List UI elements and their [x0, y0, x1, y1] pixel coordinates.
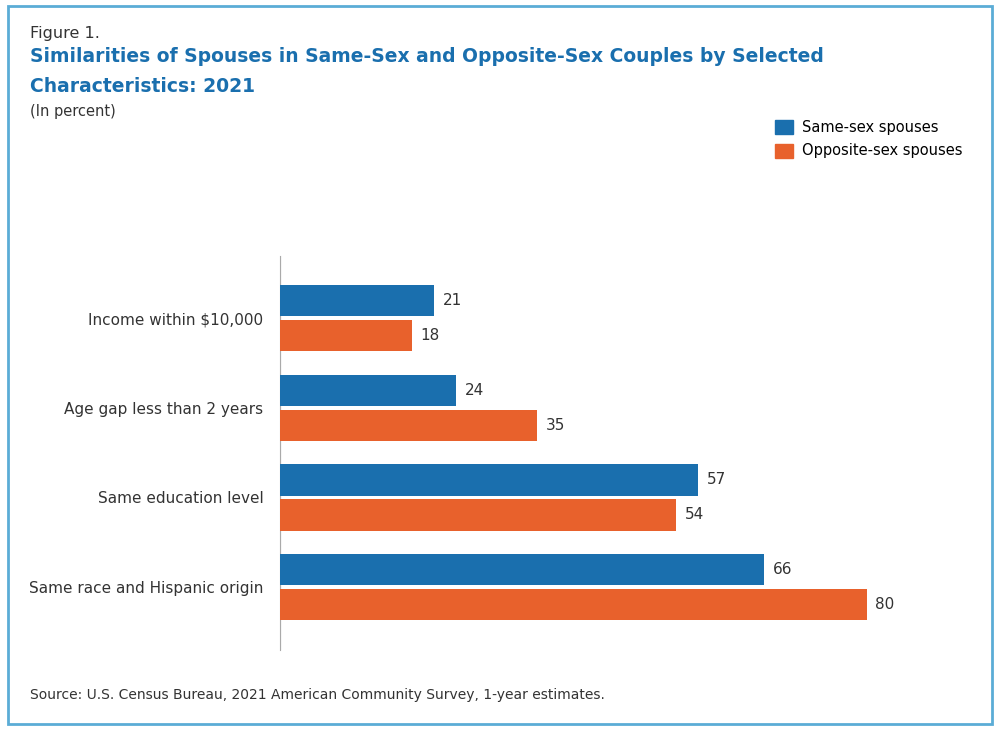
Bar [280, 554, 764, 585]
Bar [280, 410, 537, 441]
Text: 35: 35 [545, 418, 565, 433]
Bar [280, 320, 412, 351]
Text: 66: 66 [773, 562, 792, 577]
Text: 21: 21 [443, 293, 462, 308]
Text: Source: U.S. Census Bureau, 2021 American Community Survey, 1-year estimates.: Source: U.S. Census Bureau, 2021 America… [30, 688, 605, 702]
Bar [280, 285, 434, 316]
Bar [280, 374, 456, 406]
Text: 80: 80 [875, 597, 895, 612]
Bar [280, 589, 867, 620]
Text: Figure 1.: Figure 1. [30, 26, 100, 41]
Text: Characteristics: 2021: Characteristics: 2021 [30, 77, 255, 96]
Bar [280, 464, 698, 496]
Text: 57: 57 [707, 472, 726, 488]
Text: 54: 54 [685, 507, 704, 523]
Text: 24: 24 [465, 383, 484, 398]
Text: Similarities of Spouses in Same-Sex and Opposite-Sex Couples by Selected: Similarities of Spouses in Same-Sex and … [30, 47, 824, 66]
Legend: Same-sex spouses, Opposite-sex spouses: Same-sex spouses, Opposite-sex spouses [774, 120, 963, 158]
Text: (In percent): (In percent) [30, 104, 116, 119]
Text: 18: 18 [421, 328, 440, 343]
Bar [280, 499, 676, 531]
